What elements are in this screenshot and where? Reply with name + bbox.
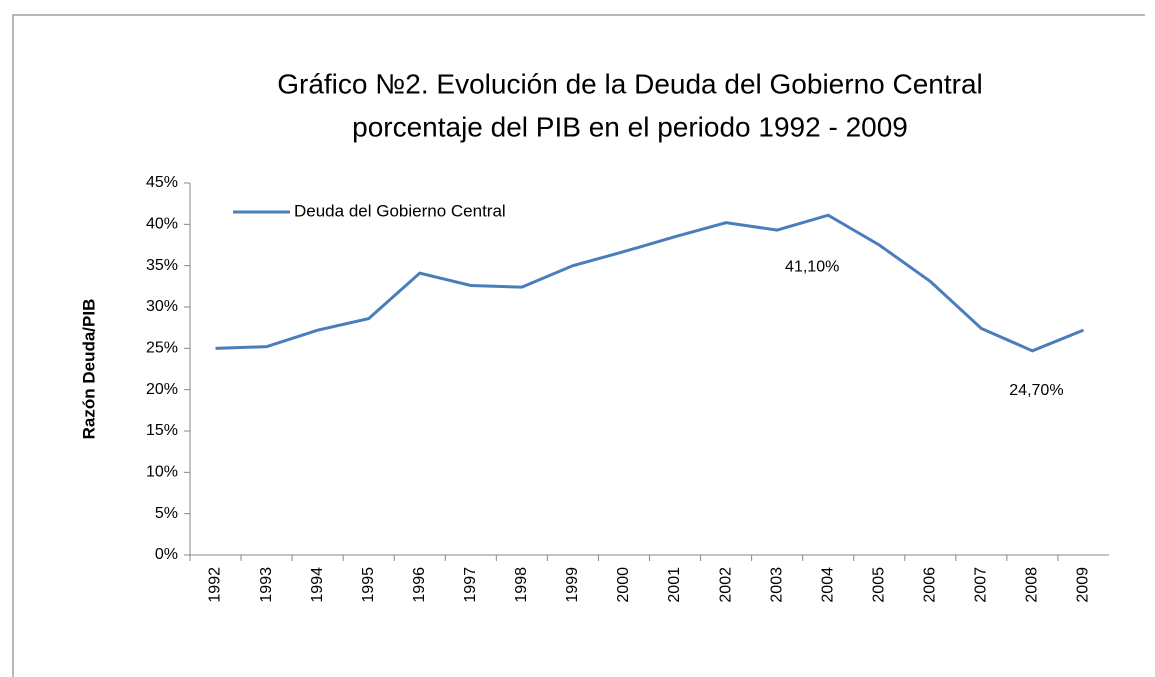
y-tick-label: 35% bbox=[146, 257, 178, 274]
x-tick-label: 1992 bbox=[207, 567, 224, 603]
x-tick-label: 2004 bbox=[819, 567, 836, 603]
chart-title: Gráfico №2. Evolución de la Deuda del Go… bbox=[277, 68, 983, 99]
data-label: 41,10% bbox=[785, 258, 839, 275]
y-tick-label: 45% bbox=[146, 174, 178, 191]
y-tick-label: 40% bbox=[146, 216, 178, 233]
y-tick-label: 10% bbox=[146, 464, 178, 481]
y-tick-label: 25% bbox=[146, 340, 178, 357]
x-tick-label: 1997 bbox=[462, 567, 479, 603]
data-label: 24,70% bbox=[1009, 382, 1063, 399]
y-tick-label: 5% bbox=[155, 505, 178, 522]
x-tick-label: 1999 bbox=[564, 567, 581, 603]
y-tick-label: 30% bbox=[146, 298, 178, 315]
x-tick-label: 1998 bbox=[513, 567, 530, 603]
x-tick-label: 2007 bbox=[973, 567, 990, 603]
y-tick-label: 15% bbox=[146, 422, 178, 439]
x-tick-label: 2001 bbox=[666, 567, 683, 603]
x-tick-label: 2005 bbox=[870, 567, 887, 603]
y-tick-label: 20% bbox=[146, 381, 178, 398]
frame bbox=[12, 14, 1145, 677]
x-tick-label: 1994 bbox=[309, 567, 326, 603]
x-tick-label: 2008 bbox=[1024, 567, 1041, 603]
line-series bbox=[215, 213, 1085, 353]
legend-label: Deuda del Gobierno Central bbox=[294, 201, 506, 220]
chart-title: porcentaje del PIB en el periodo 1992 - … bbox=[352, 111, 908, 142]
y-axis-label: Razón Deuda/PIB bbox=[79, 299, 98, 440]
x-tick-label: 2006 bbox=[922, 567, 939, 603]
x-tick-label: 2000 bbox=[615, 567, 632, 603]
x-tick-label: 2002 bbox=[717, 567, 734, 603]
x-tick-label: 1993 bbox=[258, 567, 275, 603]
y-tick-label: 0% bbox=[155, 546, 178, 563]
x-tick-label: 2003 bbox=[768, 567, 785, 603]
x-tick-label: 1995 bbox=[360, 567, 377, 603]
x-tick-label: 2009 bbox=[1075, 567, 1092, 603]
x-tick-label: 1996 bbox=[411, 567, 428, 603]
